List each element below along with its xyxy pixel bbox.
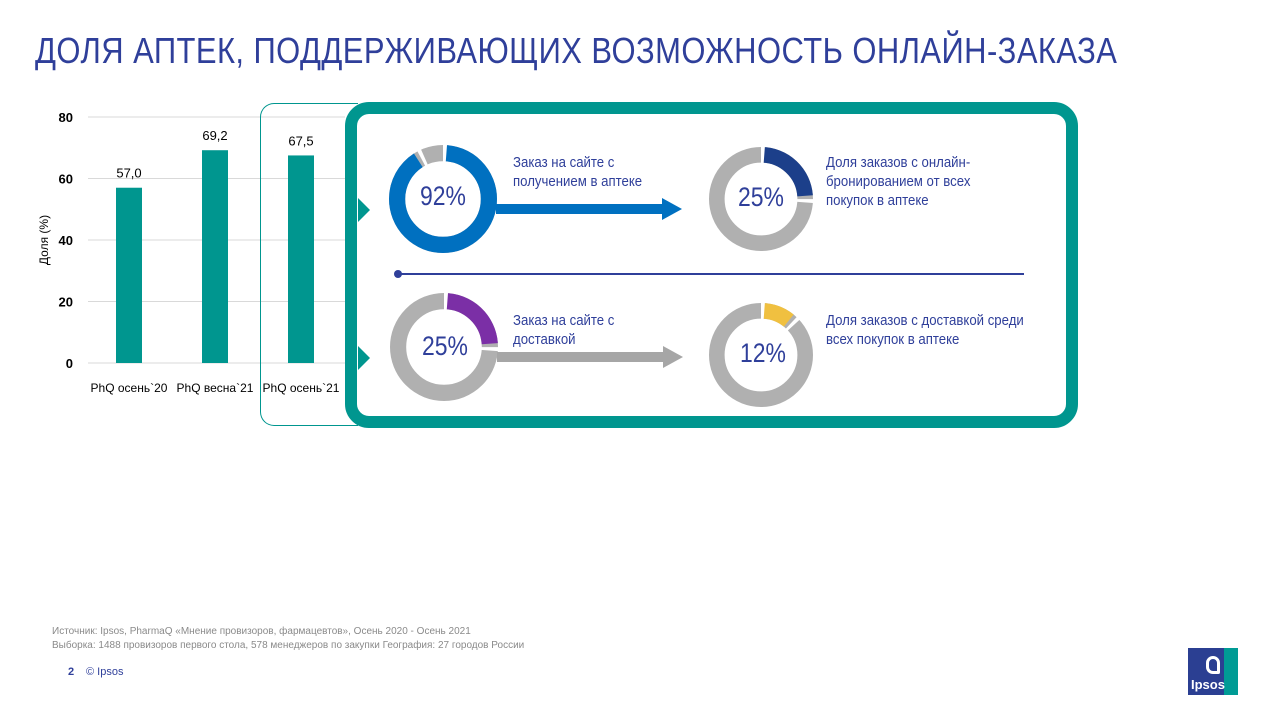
desc-pickup-line-2: получением в аптеке: [513, 173, 643, 190]
arrow-pickup-head: [662, 198, 682, 220]
donut-pickup-share-label: 25%: [738, 182, 784, 212]
donut-delivery-share: [709, 303, 813, 407]
bar-chart: 0 20 40 60 80 Доля (%) 57,0 PhQ осень`20 69,2 PhQ…: [37, 110, 345, 395]
arrow-pickup: [496, 204, 662, 214]
x-tick-label: PhQ весна`21: [177, 381, 254, 395]
bar: [116, 187, 142, 363]
desc-delivery-share-line-2: всех покупок в аптеке: [826, 331, 960, 348]
donut-delivery-share-label: 12%: [740, 338, 786, 368]
donut-gap: [709, 303, 813, 407]
logo-mark-icon: [1206, 656, 1220, 674]
source-note: Источник: Ipsos, PharmaQ «Мнение провизо…: [52, 626, 471, 637]
desc-delivery-share: Доля заказов с доставкой среди всех поку…: [826, 311, 1024, 349]
bar: [288, 155, 314, 363]
donut-gap: [390, 293, 498, 401]
x-tick-label: PhQ осень`21: [263, 381, 340, 395]
arrow-delivery-head: [663, 346, 683, 368]
y-tick-label: 80: [59, 110, 73, 125]
desc-pickup-line-1: Заказ на сайте с: [513, 154, 615, 171]
pointer-arrow-top: [358, 198, 370, 222]
y-tick-label: 0: [66, 356, 73, 371]
bar-value-label: 67,5: [288, 133, 313, 148]
desc-pickup-share: Доля заказов с онлайн- бронированием от …: [826, 153, 970, 210]
donut-gap: [389, 145, 497, 253]
desc-pickup-share-line-2: бронированием от всех: [826, 173, 971, 190]
y-tick-label: 40: [59, 233, 73, 248]
ipsos-logo: Ipsos: [1188, 648, 1238, 695]
highlight-frame: [260, 103, 358, 426]
y-tick-label: 20: [59, 295, 73, 310]
arrow-delivery: [497, 352, 663, 362]
y-axis-label: Доля (%): [37, 215, 51, 265]
logo-text: Ipsos: [1191, 677, 1225, 692]
donut-pickup-share: [709, 147, 813, 251]
section-divider: [398, 273, 1024, 275]
page-title: ДОЛЯ АПТЕК, ПОДДЕРЖИВАЮЩИХ ВОЗМОЖНОСТЬ О…: [35, 30, 1118, 71]
desc-pickup-share-line-1: Доля заказов с онлайн-: [826, 154, 971, 171]
bar: [202, 150, 228, 363]
donut-pickup-label: 92%: [420, 181, 466, 211]
y-tick-label: 60: [59, 172, 73, 187]
donut-gap: [709, 147, 813, 251]
bar-value-label: 69,2: [202, 128, 227, 143]
desc-pickup: Заказ на сайте с получением в аптеке: [513, 153, 642, 191]
desc-delivery-share-line-1: Доля заказов с доставкой среди: [826, 312, 1024, 329]
copyright: © Ipsos: [86, 666, 124, 678]
page-number: 2: [68, 666, 75, 678]
bar-value-label: 57,0: [116, 166, 141, 181]
divider-dot: [394, 270, 402, 278]
desc-delivery-line-1: Заказ на сайте с: [513, 312, 615, 329]
desc-pickup-share-line-3: покупок в аптеке: [826, 192, 929, 209]
donut-delivery-label: 25%: [422, 331, 468, 361]
donut-delivery: [390, 293, 498, 401]
sample-note: Выборка: 1488 провизоров первого стола, …: [52, 640, 525, 651]
donut-pickup: [389, 145, 497, 253]
pointer-arrow-bottom: [358, 346, 370, 370]
desc-delivery: Заказ на сайте с доставкой: [513, 311, 614, 349]
x-tick-label: PhQ осень`20: [91, 381, 168, 395]
desc-delivery-line-2: доставкой: [513, 331, 576, 348]
